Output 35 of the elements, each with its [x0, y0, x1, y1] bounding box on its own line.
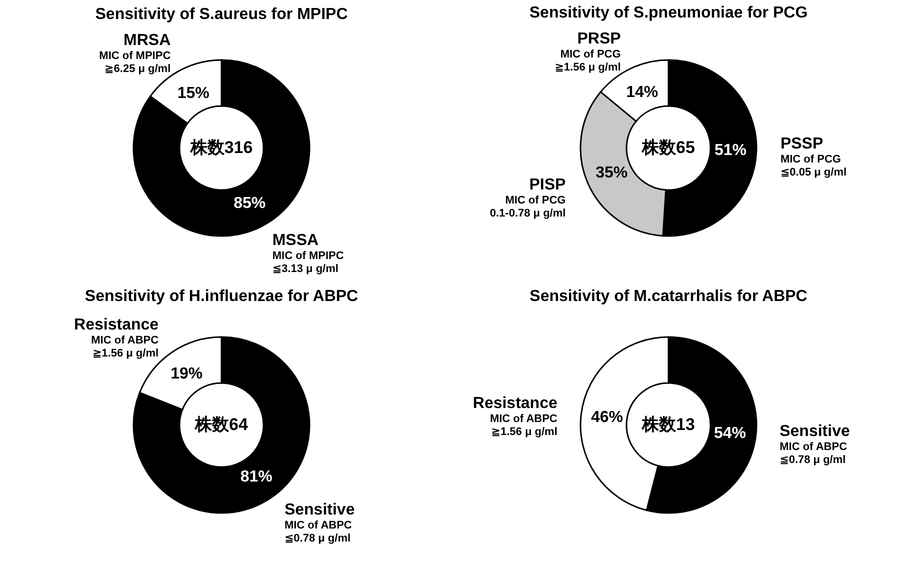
text: MIC of PCG ≦0.05 μ g/ml — [780, 154, 847, 179]
data-label: 46% — [590, 409, 624, 426]
text: MIC of ABPC ≧1.56 μ g/ml — [490, 412, 558, 438]
data-label: 85% — [234, 195, 266, 212]
chart-title: Sensitivity of H.influenzae for ABPC — [84, 288, 359, 305]
text: MIC of ABPC ≦0.78 μ g/ml — [284, 520, 352, 545]
chart-title: Sensitivity of M.catarrhalis for ABPC — [530, 288, 808, 305]
text: MIC of PCG 0.1-0.78 μ g/ml — [490, 194, 566, 220]
slice-label: MSSA — [272, 232, 320, 249]
text: MIC of ABPC ≦0.78 μ g/ml — [780, 441, 848, 466]
slice-label: Sensitive — [284, 502, 355, 519]
data-label: 81% — [240, 468, 272, 486]
slice-label: Resistance — [74, 316, 159, 334]
text: MIC of MPIPC ≦3.13 μ g/ml — [272, 250, 344, 275]
data-label: 14% — [626, 84, 658, 101]
text: 株数65 — [641, 138, 695, 157]
text: MIC of ABPC ≧1.56 μ g/ml — [91, 334, 159, 360]
slice-label: Resistance — [472, 394, 558, 412]
text: 株数13 — [641, 415, 695, 434]
slice-label: MRSA — [124, 32, 172, 50]
text: MIC of PCG ≧1.56 μ g/ml — [554, 48, 621, 74]
data-label: 54% — [714, 424, 746, 442]
text: 株数64 — [194, 415, 248, 434]
data-label: 35% — [596, 164, 628, 182]
text: 株数316 — [189, 138, 253, 157]
data-label: 15% — [177, 84, 210, 102]
text: MIC of MPIPC ≧6.25 μ g/ml — [99, 50, 171, 76]
slice-label: Sensitive — [780, 423, 850, 440]
slice-label: PSSP — [780, 136, 824, 153]
data-label: 51% — [714, 142, 746, 159]
chart-title: Sensitivity of S.pneumoniae for PCG — [529, 4, 808, 22]
slice-label: PRSP — [577, 30, 622, 48]
chart-title: Sensitivity of S.aureus for MPIPC — [95, 6, 348, 24]
slice-label: PISP — [529, 176, 566, 194]
data-label: 19% — [170, 366, 203, 383]
